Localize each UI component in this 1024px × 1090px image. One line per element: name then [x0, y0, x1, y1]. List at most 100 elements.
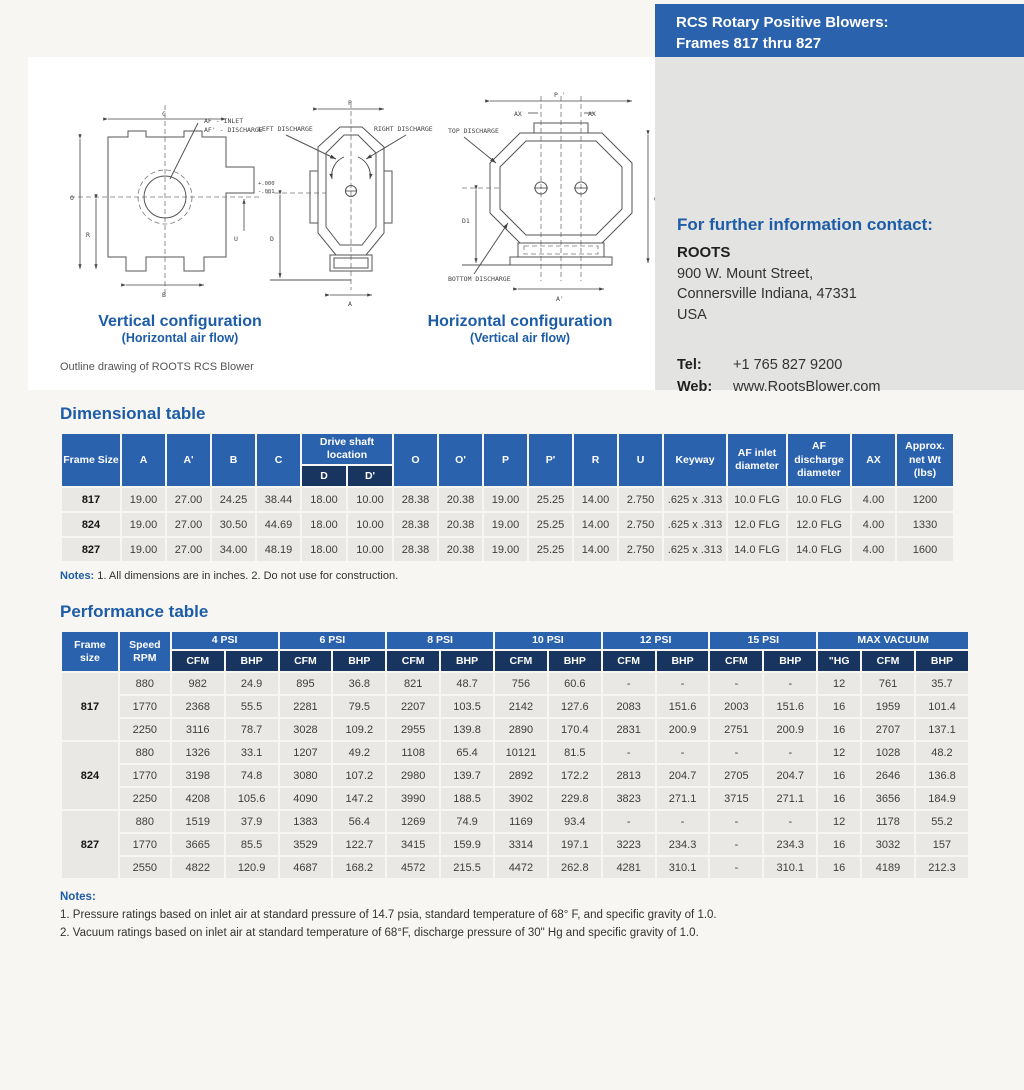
- performance-cell: 756: [494, 673, 547, 695]
- vertical-config-drawing: AF - INLET AF' - DISCHARGE C O R B U +.0…: [70, 105, 275, 299]
- dimension-cell: 19.00: [122, 488, 165, 512]
- performance-cell: 197.1: [548, 834, 601, 856]
- performance-cell: -: [602, 811, 655, 833]
- performance-cell: -: [710, 857, 763, 879]
- performance-cell: 1326: [171, 742, 224, 764]
- dimension-cell: 1200: [897, 488, 953, 512]
- dimensional-table-body: 817 19.00 27.00 24.25 38.44 18.00 10.00 28.38 20…: [62, 488, 953, 562]
- performance-cell: 229.8: [548, 788, 601, 810]
- performance-cell: 2281: [279, 696, 332, 718]
- performance-cell: 65.4: [441, 742, 493, 764]
- performance-cell: 151.6: [656, 696, 709, 718]
- col-header-10psi: 10 PSI: [494, 632, 601, 650]
- col-header-r: R: [574, 434, 617, 487]
- col-header-12psi: 12 PSI: [602, 632, 709, 650]
- web-label: Web:: [677, 378, 713, 395]
- col-header-speed-rpm: Speed RPM: [119, 632, 170, 672]
- performance-table-title: Performance table: [60, 602, 209, 622]
- performance-cell: 107.2: [333, 765, 386, 787]
- performance-cell: 4687: [279, 857, 332, 879]
- col-header-8psi: 8 PSI: [387, 632, 493, 650]
- performance-table-body: 817 880 982 24.9 895 36.8 821 48.7 756 60.6- - - -12…: [62, 673, 968, 879]
- performance-cell: 35.7: [915, 673, 968, 695]
- performance-cell: 168.2: [333, 857, 386, 879]
- horizontal-config-title: Horizontal configuration: [427, 313, 613, 330]
- speed-cell: 1770: [119, 834, 170, 856]
- ax-left-label: AX: [514, 110, 522, 118]
- col-header-4psi: 4 PSI: [171, 632, 278, 650]
- performance-cell: 2083: [602, 696, 655, 718]
- dimension-cell: 20.38: [439, 488, 482, 512]
- af-inlet-label: AF - INLET: [204, 117, 243, 125]
- col-header-d-prime: D': [348, 466, 392, 487]
- performance-cell: 1269: [387, 811, 440, 833]
- col-header-cfm: CFM: [494, 651, 547, 672]
- performance-cell: -: [710, 673, 763, 695]
- dimensional-table-title: Dimensional table: [60, 404, 206, 423]
- performance-cell: -: [656, 742, 709, 764]
- dimension-cell: 10.0 FLG: [788, 488, 850, 512]
- speed-cell: 880: [119, 742, 170, 764]
- dimension-cell: 14.0 FLG: [788, 538, 850, 562]
- performance-cell: 10121: [494, 742, 547, 764]
- performance-cell: 24.9: [225, 673, 278, 695]
- performance-table: Frame size Speed RPM 4 PSI 6 PSI 8 PSI 1…: [60, 630, 970, 880]
- col-header-net-wt: Approx. net Wt (lbs): [897, 434, 953, 487]
- col-header-6psi: 6 PSI: [279, 632, 386, 650]
- dimension-cell: 2.750: [619, 513, 662, 537]
- performance-row: 827 880 1519 37.9 1383 56.4 1269 74.9 1169 93.4- -…: [62, 811, 968, 879]
- dimensional-table: Frame Size A A' B C Drive shaft location…: [60, 432, 955, 563]
- dim-p-label: P: [348, 99, 352, 107]
- contact-address-line: 900 W. Mount Street,: [677, 266, 814, 282]
- contact-tel-row: Tel: +1 765 827 9200: [677, 357, 1004, 373]
- col-header-bhp: BHP: [548, 651, 601, 672]
- performance-cell: 2705: [710, 765, 763, 787]
- performance-cell: 1178: [862, 811, 914, 833]
- col-header-bhp: BHP: [915, 651, 968, 672]
- performance-cell: 157: [915, 834, 968, 856]
- dimension-cell: 18.00: [302, 538, 346, 562]
- performance-cell: 4822: [171, 857, 224, 879]
- performance-cell: 33.1: [225, 742, 278, 764]
- performance-cell: 2207: [387, 696, 440, 718]
- outline-drawings-panel: AF - INLET AF' - DISCHARGE C O R B U +.0…: [28, 57, 662, 390]
- performance-cell: 2646: [862, 765, 914, 787]
- performance-cell: 139.7: [441, 765, 493, 787]
- performance-cell: 1959: [862, 696, 914, 718]
- performance-cell: 55.2: [915, 811, 968, 833]
- frame-size-cell: 827: [62, 811, 118, 879]
- col-header-bhp: BHP: [764, 651, 817, 672]
- dimension-cell: 38.44: [257, 488, 300, 512]
- col-header-o: O: [394, 434, 437, 487]
- performance-row: 817 880 982 24.9 895 36.8 821 48.7 756 60.6- - - -12…: [62, 673, 968, 741]
- speed-cell: 2550: [119, 857, 170, 879]
- tolerance-plus: +.000: [258, 181, 275, 187]
- dimension-cell: 1600: [897, 538, 953, 562]
- dimension-cell: 28.38: [394, 513, 437, 537]
- web-value[interactable]: www.RootsBlower.com: [733, 378, 881, 395]
- dimension-cell: 4.00: [852, 538, 895, 562]
- performance-row: 1770 2368 55.5 2281 79.5 2207 103.5 2142 127.6 20…: [62, 696, 968, 718]
- dimension-cell: 25.25: [529, 488, 572, 512]
- tables-section: Dimensional table Frame Size A A' B C Dr…: [60, 404, 970, 943]
- performance-cell: 215.5: [441, 857, 493, 879]
- col-header-o-prime: O': [439, 434, 482, 487]
- dimensional-notes-label: Notes:: [60, 570, 95, 583]
- performance-cell: 12: [818, 673, 861, 695]
- dimensional-notes-text: 1. All dimensions are in inches. 2. Do n…: [97, 570, 399, 583]
- performance-cell: 212.3: [915, 857, 968, 879]
- frame-size-cell: 817: [62, 673, 118, 741]
- performance-cell: 170.4: [548, 719, 601, 741]
- performance-cell: 16: [818, 834, 861, 856]
- dim-p-prime-label: P ': [554, 91, 566, 99]
- performance-row: 2250 4208 105.6 4090 147.2 3990 188.5 3902 229.8…: [62, 788, 968, 810]
- performance-cell: 271.1: [656, 788, 709, 810]
- performance-cell: 48.2: [915, 742, 968, 764]
- dimension-cell: 10.0 FLG: [728, 488, 786, 512]
- dimension-cell: 10.00: [348, 538, 392, 562]
- dimension-cell: .625 x .313: [664, 538, 726, 562]
- contact-company: ROOTS: [677, 244, 731, 261]
- col-header-d: D: [302, 466, 346, 487]
- document-title-banner: RCS Rotary Positive Blowers: Frames 817 …: [655, 4, 1024, 57]
- performance-cell: 2707: [862, 719, 914, 741]
